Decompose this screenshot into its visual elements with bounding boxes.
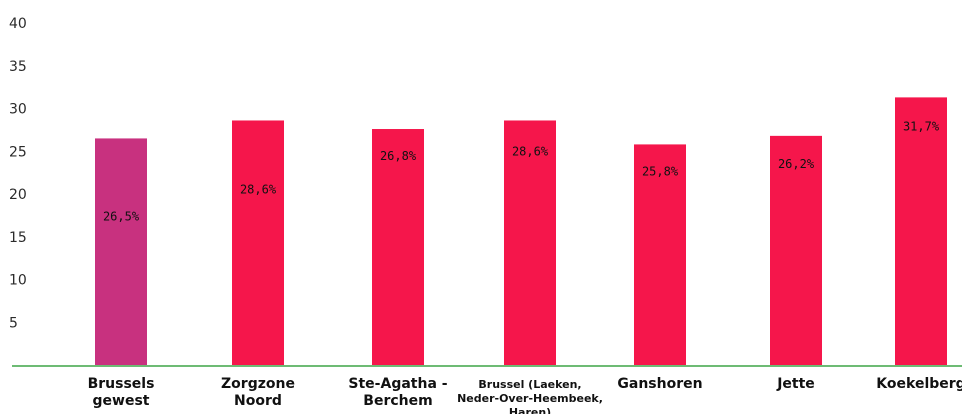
bars [95, 97, 947, 365]
bar [504, 120, 556, 365]
bar [634, 144, 686, 365]
y-tick-label: 20 [9, 187, 27, 203]
category-label: Ste-Agatha -Berchem [348, 376, 447, 409]
bar-value-label: 26,2% [778, 157, 815, 171]
bar [232, 120, 284, 365]
category-label: Zorgzone Noord [221, 376, 295, 409]
category-label: Koekelberg [876, 376, 962, 392]
bar [770, 135, 822, 365]
y-tick-label: 40 [9, 16, 27, 32]
bar-value-label: 25,8% [642, 164, 679, 178]
y-tick-label: 15 [9, 230, 27, 246]
bar-value-label: 28,6% [240, 182, 277, 196]
y-tick-label: 10 [9, 273, 27, 289]
bar-value-label: 28,6% [512, 144, 549, 158]
category-label: Brussels gewest [88, 376, 155, 409]
bar [372, 129, 424, 365]
bar [95, 138, 147, 365]
y-tick-label: 5 [9, 315, 18, 331]
bar-value-label: 31,7% [903, 119, 940, 133]
y-tick-label: 35 [9, 59, 27, 75]
bar-value-label: 26,8% [380, 149, 417, 163]
category-label: Ganshoren [617, 376, 702, 392]
bar-value-label: 26,5% [103, 209, 140, 223]
y-tick-label: 25 [9, 144, 27, 160]
value-labels: 26,5% 28,6% 26,8% 28,6% 25,8% 26,2% 31,7% [103, 119, 940, 223]
category-label: Jette [776, 376, 815, 392]
y-axis-ticks: 5 10 15 20 25 30 35 40 [9, 16, 27, 331]
category-labels: Brussels gewest Zorgzone Noord Ste-Agatha -B… [88, 376, 962, 414]
bar [895, 97, 947, 365]
y-tick-label: 30 [9, 102, 27, 118]
category-label: Brussel (Laeken, Neder-Over-Heembeek, Hare… [457, 378, 603, 414]
